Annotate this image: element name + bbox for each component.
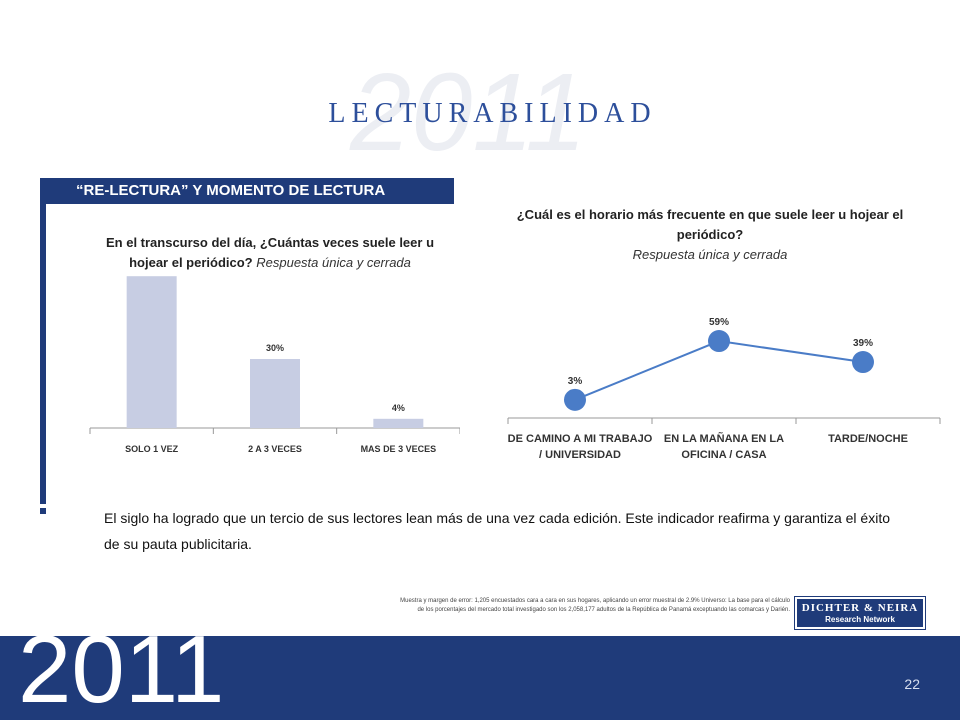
logo-tagline: Research Network xyxy=(825,615,895,624)
bar-category-label: MAS DE 3 VECES xyxy=(361,444,437,454)
svg-text:2011: 2011 xyxy=(349,51,587,174)
line-category-label: DE CAMINO A MI TRABAJO xyxy=(508,433,653,445)
line-category-label: / UNIVERSIDAD xyxy=(539,449,621,461)
bar-data-label: 4% xyxy=(392,403,405,413)
left-chart-question: En el transcurso del día, ¿Cuántas veces… xyxy=(85,233,455,273)
section-header: “RE-LECTURA” Y MOMENTO DE LECTURA xyxy=(40,178,454,204)
footer-band xyxy=(0,636,960,720)
bar xyxy=(126,276,177,428)
page-title: LECTURABILIDAD xyxy=(328,98,657,129)
line-category-label: OFICINA / CASA xyxy=(681,449,766,461)
line-point xyxy=(564,388,586,411)
left-question-main: En el transcurso del día, ¿Cuántas veces… xyxy=(105,235,435,270)
dichter-neira-logo: DICHTER & NEIRA Research Network xyxy=(794,596,926,630)
page-number: 22 xyxy=(904,676,920,692)
right-chart-question: ¿Cuál es el horario más frecuente en que… xyxy=(500,205,920,265)
left-question-sub: Respuesta única y cerrada xyxy=(256,255,411,270)
line-chart: 3% DE CAMINO A MI TRABAJO / UNIVERSIDAD 59%… xyxy=(507,317,941,461)
line-data-label: 3% xyxy=(568,376,583,387)
logo-name: DICHTER & NEIRA xyxy=(801,602,919,614)
svg-text:2011: 2011 xyxy=(18,616,224,720)
bar-data-label: 30% xyxy=(266,343,284,353)
line-category-label: TARDE/NOCHE xyxy=(828,433,908,445)
summary-text: El siglo ha logrado que un tercio de sus… xyxy=(104,510,891,552)
line-point xyxy=(852,351,874,374)
line-point xyxy=(708,330,730,353)
right-question-main: ¿Cuál es el horario más frecuente en que… xyxy=(516,207,904,242)
bar-category-label: 2 A 3 VECES xyxy=(248,444,302,454)
left-accent-bar xyxy=(40,178,46,498)
year-logo: 2011 xyxy=(18,616,224,720)
year-watermark: 2011 xyxy=(349,51,587,174)
bar xyxy=(373,418,424,428)
line-data-label: 59% xyxy=(709,317,729,328)
bar-category-label: SOLO 1 VEZ xyxy=(125,444,179,454)
right-question-sub: Respuesta única y cerrada xyxy=(632,247,788,262)
line-category-label: EN LA MAÑANA EN LA xyxy=(664,432,784,445)
line-data-label: 39% xyxy=(853,338,873,349)
left-accent-dots xyxy=(40,498,46,518)
methodology-footnote: Muestra y margen de error: 1,205 encuest… xyxy=(400,598,790,613)
bar xyxy=(250,359,300,428)
